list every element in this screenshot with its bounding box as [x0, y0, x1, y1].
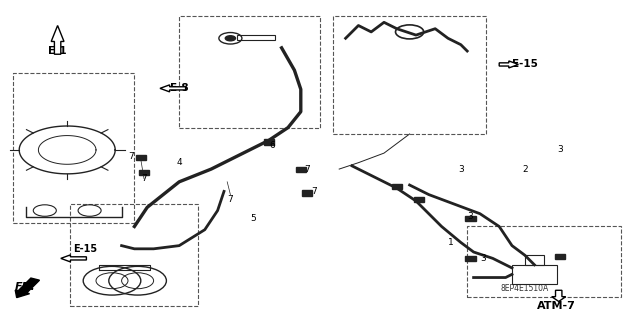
Bar: [264, 139, 274, 145]
Bar: [13, 73, 134, 223]
Text: 4: 4: [177, 158, 182, 167]
Bar: [465, 216, 476, 221]
Bar: [139, 170, 149, 175]
Text: 6: 6: [269, 141, 275, 150]
Text: E-1: E-1: [48, 46, 67, 56]
FancyArrow shape: [15, 278, 40, 298]
Text: E-15: E-15: [74, 244, 98, 254]
Text: 7: 7: [311, 187, 316, 196]
Bar: [525, 255, 544, 265]
Text: 3: 3: [481, 254, 486, 263]
Bar: [333, 16, 486, 134]
Bar: [237, 35, 275, 40]
Bar: [302, 190, 312, 196]
Bar: [555, 254, 565, 259]
Polygon shape: [61, 255, 86, 262]
Text: ATM-7: ATM-7: [538, 301, 576, 311]
Text: 3: 3: [468, 212, 473, 221]
Text: 7: 7: [141, 174, 147, 183]
Text: 7: 7: [228, 195, 233, 204]
Text: 5: 5: [250, 214, 255, 223]
Text: FR.: FR.: [15, 282, 36, 292]
Text: 8EP4E1510A: 8EP4E1510A: [500, 284, 549, 293]
Text: 3: 3: [557, 145, 563, 154]
Text: E-8: E-8: [170, 83, 189, 93]
Text: 3: 3: [458, 165, 463, 174]
Text: 1: 1: [449, 238, 454, 247]
Text: 7: 7: [129, 152, 134, 161]
Bar: [512, 265, 557, 284]
Text: E-15: E-15: [512, 59, 538, 69]
Bar: [179, 16, 320, 128]
Circle shape: [225, 36, 236, 41]
Polygon shape: [51, 26, 64, 54]
Bar: [414, 197, 424, 202]
Bar: [465, 256, 476, 261]
Bar: [136, 155, 146, 160]
Polygon shape: [499, 61, 518, 68]
Polygon shape: [552, 290, 566, 301]
Bar: [296, 167, 306, 172]
Bar: [467, 226, 621, 297]
Polygon shape: [160, 85, 186, 92]
Bar: [392, 184, 402, 189]
Text: 2: 2: [522, 165, 527, 174]
Bar: [70, 204, 198, 306]
Text: 7: 7: [305, 165, 310, 174]
